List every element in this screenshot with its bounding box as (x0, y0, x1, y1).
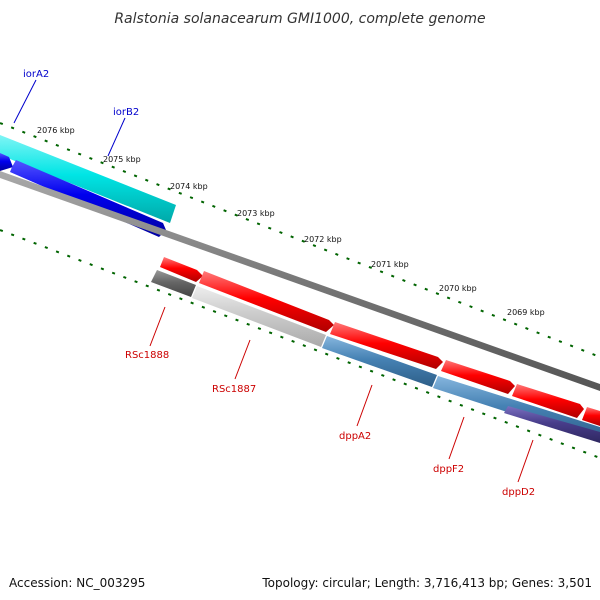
cds-forward-3[interactable] (330, 322, 443, 369)
genome-summary-text: Topology: circular; Length: 3,716,413 bp… (262, 576, 592, 590)
leader-dppD2 (517, 439, 534, 483)
kbp-label-2071: 2071 kbp (371, 260, 409, 269)
leader-iorA2 (13, 79, 37, 124)
cds-forward-5[interactable] (512, 384, 584, 418)
gene-iorB2[interactable] (0, 153, 13, 171)
cds-forward-2[interactable] (199, 271, 334, 332)
gene-RSc1887[interactable] (192, 286, 326, 347)
leader-dppA2 (356, 384, 373, 427)
label-dppA2[interactable]: dppA2 (339, 431, 371, 442)
label-iorA2[interactable]: iorA2 (23, 69, 49, 80)
kbp-label-2076: 2076 kbp (37, 126, 75, 135)
cds-forward-6[interactable] (582, 407, 600, 426)
cds-forward-1[interactable] (160, 257, 203, 282)
label-RSc1888[interactable]: RSc1888 (125, 350, 169, 361)
gene-dppA2[interactable] (322, 336, 437, 387)
label-dppF2[interactable]: dppF2 (433, 464, 464, 475)
gene-dppD2[interactable] (504, 406, 600, 443)
gene-RSc1888[interactable] (151, 270, 196, 297)
kbp-label-2069: 2069 kbp (507, 308, 545, 317)
gene-labels: iorA2 iorB2 RSc1888 RSc1887 dppA2 dppF2 … (23, 69, 535, 498)
gene-iorA2[interactable] (0, 135, 176, 223)
ruler-labels: 2076 kbp 2075 kbp 2074 kbp 2073 kbp 2072… (37, 126, 545, 317)
genome-backbone (0, 171, 600, 391)
leader-dppF2 (448, 416, 465, 460)
kbp-label-2074: 2074 kbp (170, 182, 208, 191)
label-RSc1887[interactable]: RSc1887 (212, 384, 256, 395)
kbp-label-2070: 2070 kbp (439, 284, 477, 293)
leader-RSc1888 (149, 306, 166, 347)
map-title: Ralstonia solanacearum GMI1000, complete… (114, 11, 485, 27)
ruler-inner-ticks (0, 229, 600, 459)
leader-RSc1887 (234, 339, 251, 380)
label-dppD2[interactable]: dppD2 (502, 487, 535, 498)
leader-iorB2 (107, 117, 126, 157)
kbp-label-2072: 2072 kbp (304, 235, 342, 244)
label-iorB2[interactable]: iorB2 (113, 107, 139, 118)
cds-forward-4[interactable] (441, 360, 515, 394)
kbp-label-2075: 2075 kbp (103, 155, 141, 164)
kbp-label-2073: 2073 kbp (237, 209, 275, 218)
label-leaders (13, 79, 534, 483)
accession-text: Accession: NC_003295 (9, 576, 146, 590)
